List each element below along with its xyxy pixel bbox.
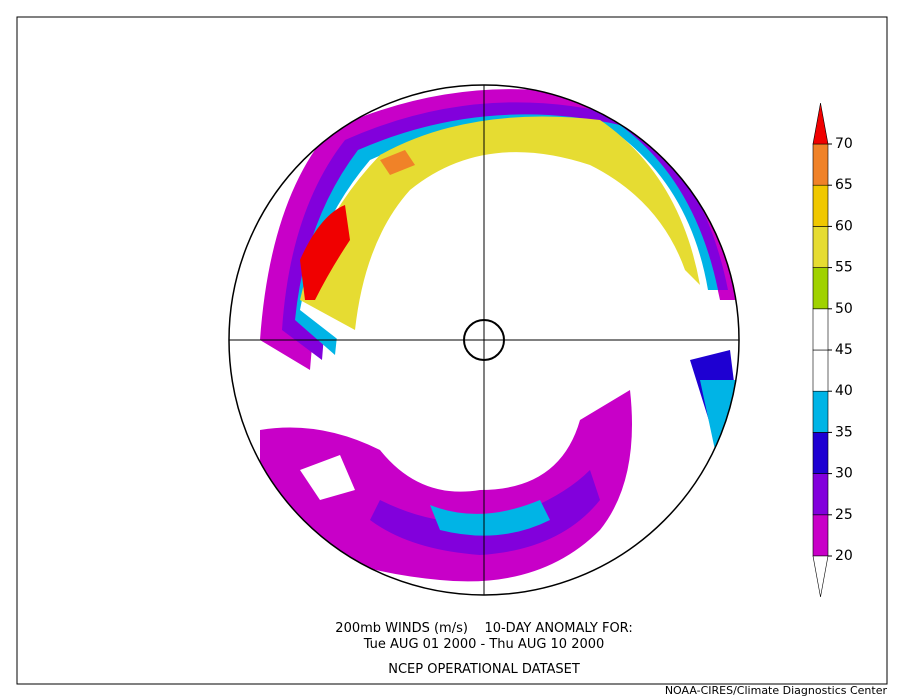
colorbar-band (812, 432, 829, 474)
colorbar-label: 55 (835, 260, 853, 276)
colorbar-band (812, 226, 829, 268)
colorbar-band (812, 267, 829, 310)
colorbar-band (812, 184, 829, 227)
title-line: 200mb WINDS (m/s) 10-DAY ANOMALY FOR: (335, 621, 632, 636)
colorbar-label: 65 (835, 177, 853, 193)
colorbar-band (812, 390, 829, 433)
shaded-field (260, 89, 739, 582)
colorbar-label: 45 (835, 342, 853, 358)
colorbar-label: 50 (835, 301, 853, 317)
colorbar-label: 70 (835, 136, 853, 152)
colorbar-band (812, 308, 829, 351)
colorbar-band (812, 473, 829, 516)
colorbar-band (812, 349, 829, 392)
colorbar-band (812, 514, 829, 557)
colorbar-label: 30 (835, 466, 853, 482)
colorbar-label: 20 (835, 548, 853, 564)
title-line: Tue AUG 01 2000 - Thu AUG 10 2000 (363, 637, 605, 652)
colorbar-label: 60 (835, 218, 853, 234)
colorbar-band (812, 143, 829, 186)
colorbar-high-arrow (812, 102, 829, 145)
colorbar: 20 25 30 35 40 45 50 55 60 65 70 (812, 102, 853, 598)
dataset-label: NCEP OPERATIONAL DATASET (388, 662, 580, 677)
colorbar-low-arrow (812, 555, 829, 598)
pole-vectors (463, 319, 505, 361)
colorbar-label: 35 (835, 424, 853, 440)
colorbar-label: 25 (835, 507, 853, 523)
colorbar-label: 40 (835, 383, 853, 399)
credit: NOAA-CIRES/Climate Diagnostics Center (665, 684, 888, 697)
